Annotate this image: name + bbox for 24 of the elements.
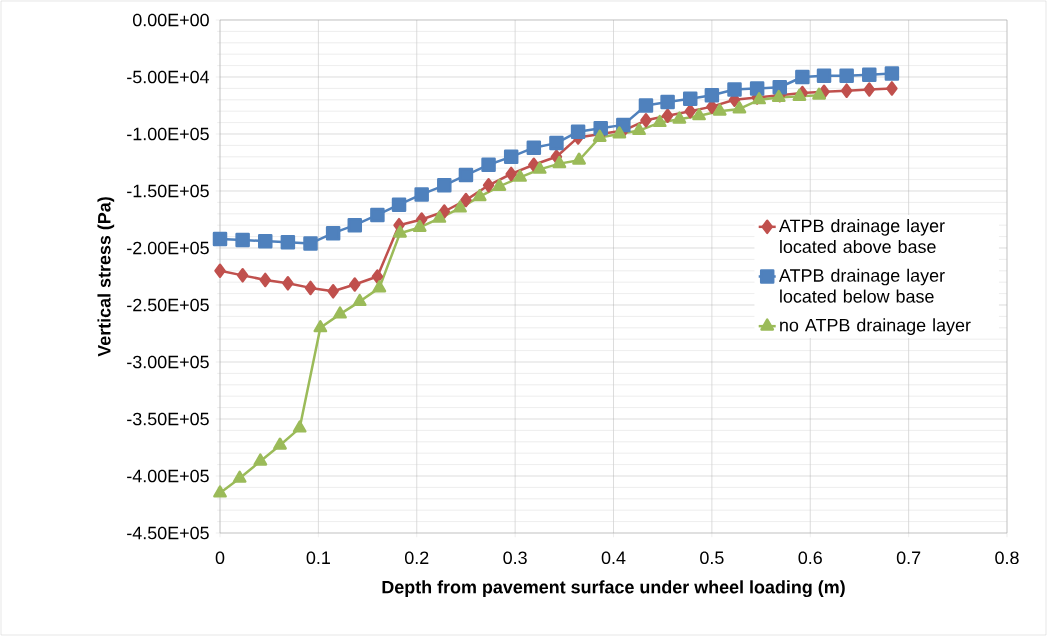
x-tick-label: 0.5	[700, 551, 724, 565]
x-tick-label: 0.6	[798, 551, 822, 565]
x-tick-label: 0.4	[601, 551, 626, 565]
y-axis-title: Vertical stress (Pa)	[97, 197, 115, 357]
y-tick-label: -3.50E+05	[127, 412, 209, 426]
y-tick-label: -5.00E+04	[127, 70, 210, 84]
x-tick-label: 0.2	[404, 551, 429, 565]
y-tick-label: -4.50E+05	[127, 526, 209, 540]
legend-label: ATPB drainage layer located above base	[778, 218, 945, 254]
y-tick-label: -3.00E+05	[127, 355, 209, 369]
x-tick-label: 0.3	[503, 551, 527, 565]
y-tick-label: -1.00E+05	[127, 127, 209, 141]
y-tick-label: -1.50E+05	[127, 184, 209, 198]
x-axis-title: Depth from pavement surface under wheel loading (m)	[382, 580, 845, 598]
y-tick-label: 0.00E+00	[132, 13, 209, 27]
y-tick-label: -2.00E+05	[127, 241, 209, 255]
x-tick-label: 0.7	[896, 551, 921, 565]
x-tick-label: 0	[215, 551, 225, 565]
x-tick-label: 0.1	[306, 551, 330, 565]
legend-label: ATPB drainage layer located below base	[778, 268, 945, 303]
legend-label: no ATPB drainage layer	[780, 318, 971, 336]
x-tick-label: 0.8	[995, 551, 1019, 565]
y-tick-label: -2.50E+05	[127, 298, 209, 312]
y-tick-label: -4.00E+05	[127, 469, 209, 483]
